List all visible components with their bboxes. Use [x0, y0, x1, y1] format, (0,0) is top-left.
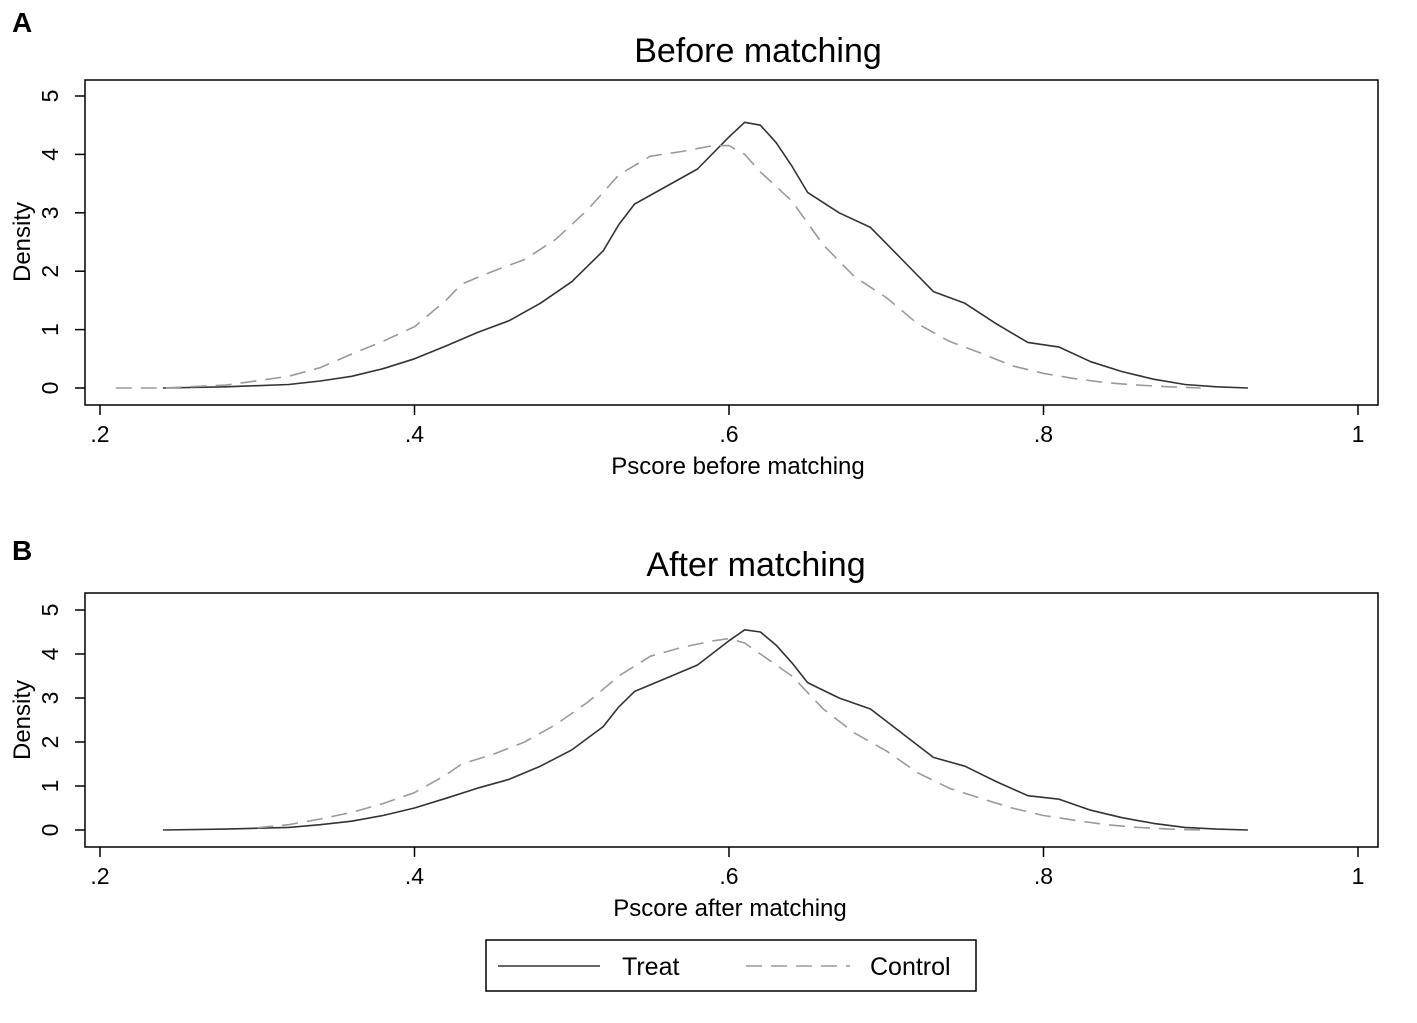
- x-tick-label: .6: [719, 863, 738, 889]
- x-tick-label: .8: [1034, 421, 1053, 447]
- x-tick-label: .8: [1034, 863, 1053, 889]
- y-tick-label: 1: [37, 780, 63, 793]
- x-tick-label: .6: [719, 421, 738, 447]
- x-tick-label: 1: [1352, 421, 1365, 447]
- y-tick-label: 4: [37, 148, 63, 161]
- y-tick-label: 2: [37, 736, 63, 749]
- y-tick-label: 0: [37, 382, 63, 395]
- ticks: .2 .4 .6 .8 1 0 1 2 3 4 5: [37, 604, 1364, 889]
- x-tick-label: 1: [1352, 863, 1365, 889]
- panel-a: A Before matching Pscore before matching…: [9, 7, 1379, 480]
- plot-frame: [84, 592, 1379, 848]
- legend-label-control: Control: [870, 953, 951, 981]
- series-group: [162, 629, 1248, 831]
- series-line-treat: [162, 121, 1248, 389]
- y-tick-label: 2: [37, 265, 63, 278]
- x-axis-label: Pscore before matching: [611, 453, 864, 480]
- legend-label-treat: Treat: [622, 953, 679, 981]
- y-tick-label: 3: [37, 692, 63, 705]
- y-axis-label: Density: [9, 680, 36, 760]
- panel-label: B: [12, 535, 32, 566]
- plot-frame: [84, 79, 1379, 406]
- ticks: .2 .4 .6 .8 1 0 1 2 3 4 5: [37, 90, 1364, 447]
- y-tick-label: 5: [37, 604, 63, 617]
- y-tick-label: 1: [37, 323, 63, 336]
- panel-label: A: [12, 7, 32, 38]
- panel-b: B After matching Pscore after matching D…: [9, 535, 1379, 922]
- legend: Treat Control: [485, 939, 977, 992]
- series-line-treat: [162, 629, 1248, 831]
- x-tick-label: .4: [405, 421, 424, 447]
- y-axis-label: Density: [9, 202, 36, 282]
- x-axis-label: Pscore after matching: [613, 895, 846, 922]
- y-tick-label: 0: [37, 824, 63, 837]
- series-group: [115, 121, 1248, 389]
- series-line-control: [257, 637, 1201, 831]
- y-tick-label: 4: [37, 647, 63, 660]
- chart-title: Before matching: [634, 32, 882, 70]
- chart-title: After matching: [646, 546, 865, 584]
- x-tick-label: .2: [90, 863, 109, 889]
- y-tick-label: 5: [37, 90, 63, 103]
- series-line-control: [115, 144, 1201, 389]
- x-tick-label: .2: [90, 421, 109, 447]
- x-tick-label: .4: [405, 863, 424, 889]
- y-tick-label: 3: [37, 206, 63, 219]
